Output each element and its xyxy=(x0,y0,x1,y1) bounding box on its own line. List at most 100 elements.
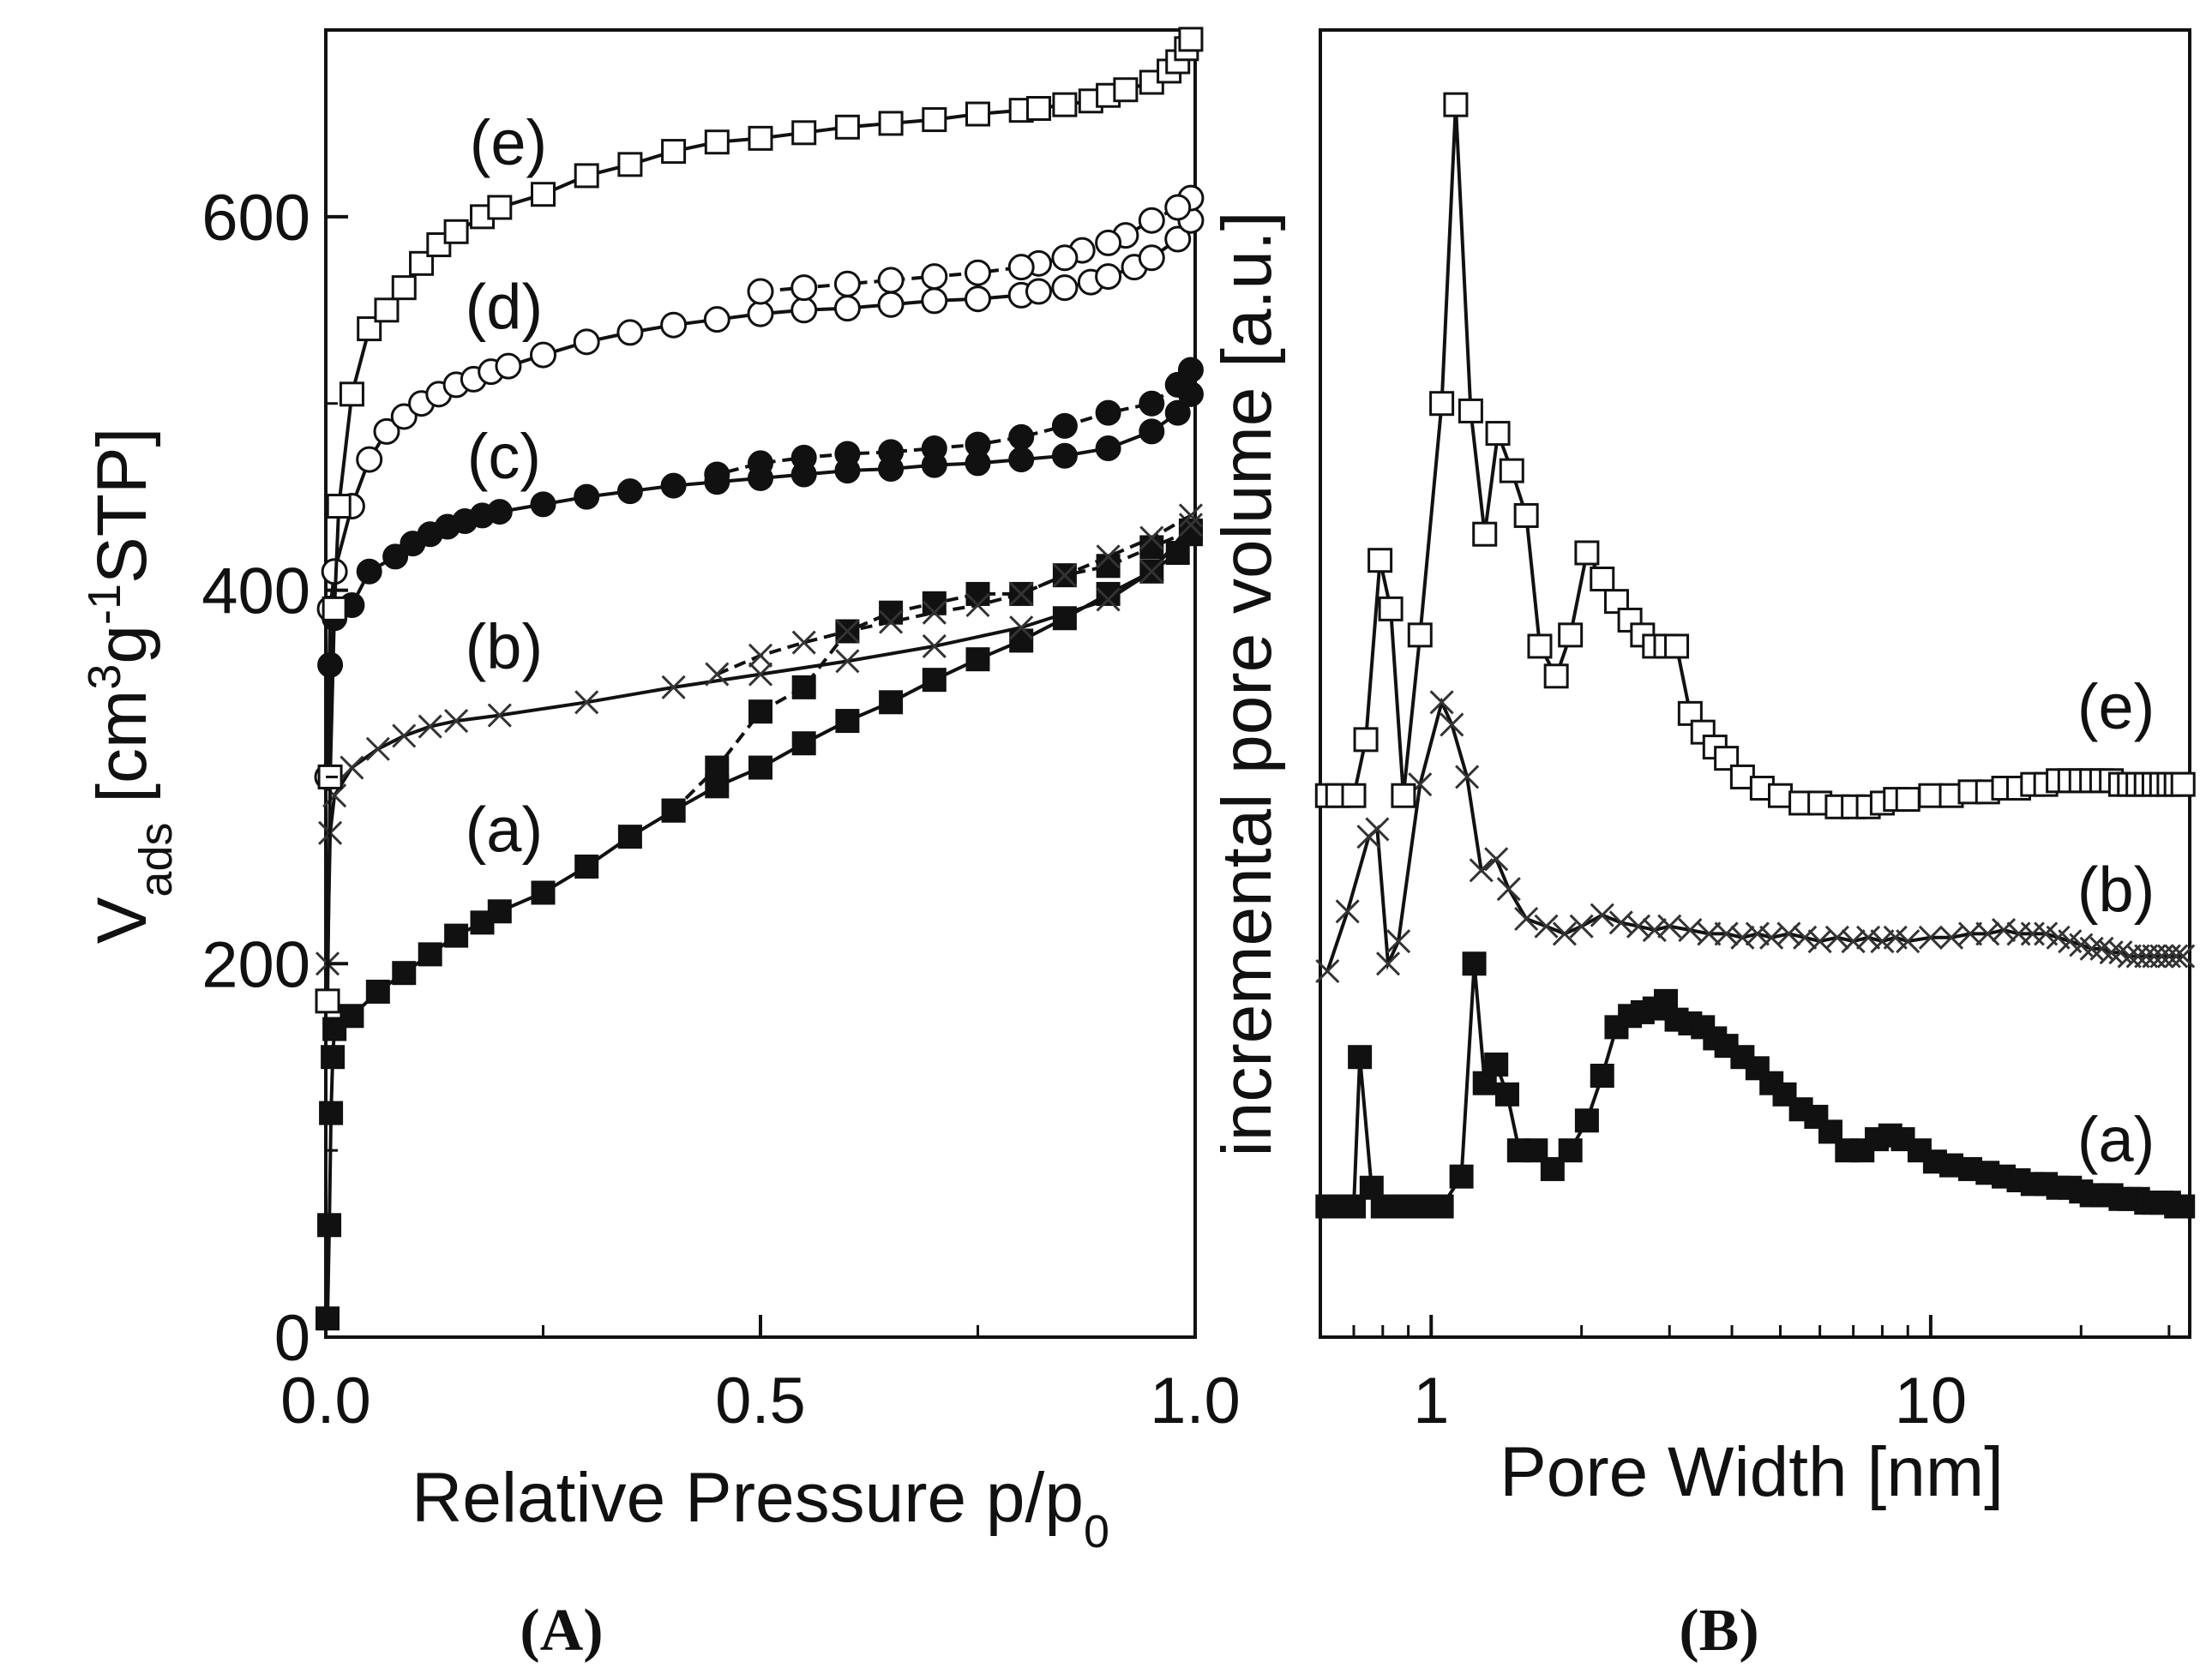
panel-b-series-b-point xyxy=(1991,918,2017,943)
panel-b-series-b-point xyxy=(2171,944,2196,969)
panel-a-series-a-adsorption-point xyxy=(392,961,417,986)
panel-b-letter: B xyxy=(1699,1598,1740,1664)
panel-a-series-b-adsorption-point xyxy=(487,703,512,728)
panel-a-series-d-adsorption-point xyxy=(703,306,730,333)
panel-a-series-e-adsorption-point xyxy=(748,125,773,151)
panel-a-series-a-adsorption-point xyxy=(574,855,599,879)
panel-b-series-b-point xyxy=(1657,914,1682,939)
panel-b-series-e-point xyxy=(1443,92,1469,117)
panel-a-series-c-desorption-point xyxy=(1008,423,1035,450)
panel-b-series-b-point xyxy=(1514,906,1539,932)
panel-a-series-c-adsorption-point xyxy=(574,483,600,510)
panel-a-series-e-adsorption-point xyxy=(704,129,730,155)
panel-a-series-b-adsorption-point xyxy=(392,723,417,748)
panel-a-series-e-adsorption-point xyxy=(617,152,643,177)
panel-b-series-b-point xyxy=(1335,899,1360,924)
panel-a-series-d-desorption-point xyxy=(1138,207,1165,234)
panel-b-series-e-point xyxy=(1558,622,1584,648)
panel-a-series-d-adsorption-point xyxy=(530,341,556,369)
panel-b-series-e-point xyxy=(1768,783,1794,808)
panel-b-series-b-point xyxy=(1386,929,1411,954)
panel-b-series-e-point xyxy=(1895,787,1920,813)
panel-a-series-b-adsorption-point xyxy=(835,649,860,674)
panel-a-series-c-desorption-point xyxy=(1051,412,1078,439)
panel-a-series-a-adsorption-point xyxy=(365,979,390,1004)
panel-a-series-tag-a: (a) xyxy=(466,795,543,866)
panel-a-series-a-adsorption-point xyxy=(1009,628,1034,653)
panel-a-series-b-desorption-point xyxy=(1052,563,1077,588)
panel-a-series-d-adsorption-point xyxy=(1051,274,1079,302)
panel-a-series-d-desorption-point xyxy=(747,278,774,305)
panel-b-series-b-point xyxy=(1496,877,1521,902)
panel-b: 1 10 (e) (b) (a) incremental pore volume [a… xyxy=(1208,28,2196,1664)
panel-b-series-b-point xyxy=(1678,918,1703,943)
panel-a-series-d-adsorption-point xyxy=(921,287,948,315)
panel-a-series-d-adsorption-point xyxy=(356,446,383,473)
panel-a-series-e-adsorption-point xyxy=(487,195,513,220)
panel-a-series-e-adsorption-point xyxy=(661,139,687,165)
panel-b-series-b-point xyxy=(1534,914,1559,939)
panel-a-series-d-adsorption-point xyxy=(373,417,400,445)
panel-a-series-a-desorption-point xyxy=(661,798,686,823)
panel-a-series-b-desorption-point xyxy=(879,609,904,634)
panel-b-label: (B) xyxy=(1679,1598,1758,1664)
panel-a-series-b-adsorption-point xyxy=(1096,587,1121,612)
panel-a-series-a-adsorption-point xyxy=(922,668,947,693)
panel-a-x-tick-label: 0.0 xyxy=(280,1365,371,1437)
panel-b-series-a-point xyxy=(1429,1194,1454,1219)
panel-b-series-b-point xyxy=(1469,858,1494,883)
panel-b-series-e-point xyxy=(1664,633,1690,659)
panel-a-series-a-adsorption-point xyxy=(617,825,642,849)
panel-a-label: (A) xyxy=(520,1598,603,1664)
panel-a-series-a-adsorption-point xyxy=(444,923,469,948)
panel-a-series-b-desorption-point xyxy=(1178,503,1203,528)
panel-b-series-e-point xyxy=(1458,398,1483,423)
panel-b-series-b-point xyxy=(1730,925,1755,950)
panel-a-series-c-desorption-point xyxy=(1095,399,1121,426)
panel-b-series-a-point xyxy=(1342,1194,1367,1219)
panel-a-series-d-desorption-point xyxy=(1164,194,1192,221)
panel-a-series-c-adsorption-point xyxy=(530,491,556,518)
panel-b-series-b-point xyxy=(1824,925,1849,950)
panel-a-series-e-adsorption-point xyxy=(391,275,417,301)
panel-a-series-a-adsorption-point xyxy=(316,1306,340,1331)
panel-b-series-b-point xyxy=(1697,921,1722,946)
panel-a-series-b-adsorption-point xyxy=(748,662,773,687)
panel-a-series-e-adsorption-point xyxy=(922,107,947,133)
panel-a-series-c-adsorption-point xyxy=(382,543,409,570)
panel-a-series-e-adsorption-point xyxy=(374,297,400,323)
panel-a-ylabel-unit3: STP] xyxy=(83,428,161,584)
panel-a-series-b-desorption-point xyxy=(705,662,730,687)
panel-a-y-tick-label: 400 xyxy=(201,555,310,628)
panel-b-series-e-point xyxy=(1407,622,1433,648)
panel-b-series-a-point xyxy=(1484,1052,1509,1077)
panel-a-series-d-desorption-point xyxy=(833,270,861,297)
panel-b-series-tag-a: (a) xyxy=(2077,1104,2155,1175)
panel-a-series-e-adsorption-point xyxy=(1025,96,1051,121)
panel-b-series-b-point xyxy=(1714,921,1739,946)
panel-b-series-b-point xyxy=(1856,925,1881,950)
panel-b-series-b-point xyxy=(1975,921,2000,946)
panel-a-series-b-desorption-point xyxy=(1139,525,1164,550)
panel-a-x-tick-label: 0.5 xyxy=(715,1365,806,1437)
panel-a-series-e-adsorption-point xyxy=(1178,27,1204,52)
panel-a-series-d-adsorption-point xyxy=(790,297,818,324)
panel-a-series-d-adsorption-point xyxy=(1025,278,1052,305)
panel-a-y-tick-label: 600 xyxy=(201,182,310,255)
panel-a-series-b-desorption-point xyxy=(748,643,773,668)
panel-a-series-e-adsorption-point xyxy=(878,111,904,136)
panel-a-series-a-adsorption-point xyxy=(319,1101,344,1125)
panel-a-series-a-desorption-point xyxy=(965,581,990,606)
panel-a-series-d-desorption-point xyxy=(1007,254,1035,281)
panel-a-series-c-adsorption-point xyxy=(1008,447,1035,473)
panel-b-x-tick-label: 10 xyxy=(1895,1365,1968,1437)
panel-b-series-b-point xyxy=(1745,921,1770,946)
panel-b-series-b-point xyxy=(1429,690,1454,715)
panel-a-ylabel-main: V xyxy=(83,897,161,944)
panel-b-series-e-point xyxy=(1513,502,1539,528)
panel-a-series-c-desorption-point xyxy=(704,461,730,488)
panel-b-series-a-point xyxy=(1818,1119,1842,1144)
panel-a-series-e-adsorption-point xyxy=(322,596,347,621)
panel-a-series-d-adsorption-point xyxy=(616,319,644,346)
panel-b-series-b-point xyxy=(1841,929,1866,954)
